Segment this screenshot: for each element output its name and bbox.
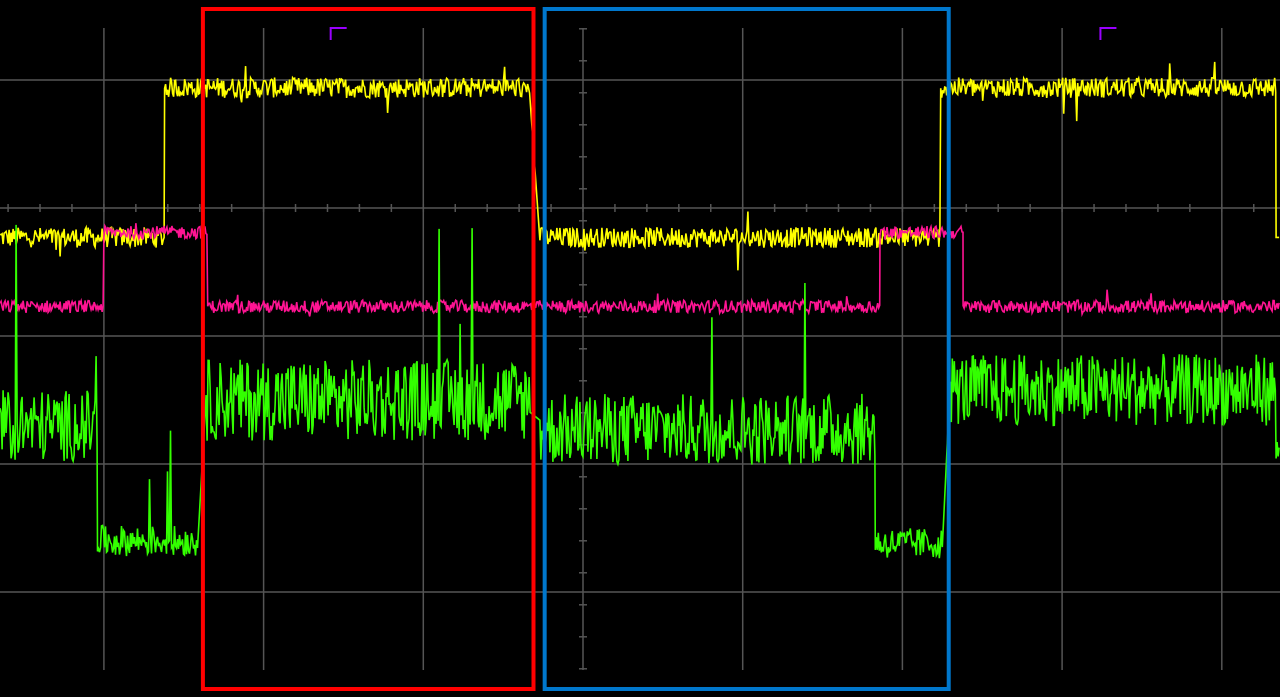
graticule [0,28,1280,670]
trace-yellow [0,61,1280,271]
highlight-boxes [200,7,951,691]
red-box-highlight [200,7,536,691]
trigger-markers [329,27,1117,40]
trace-pink [0,223,1280,318]
blue-box-highlight [542,7,951,691]
trigger-marker [329,27,347,40]
traces [0,61,1280,559]
trace-green [0,224,1280,559]
trigger-marker [1099,27,1117,40]
